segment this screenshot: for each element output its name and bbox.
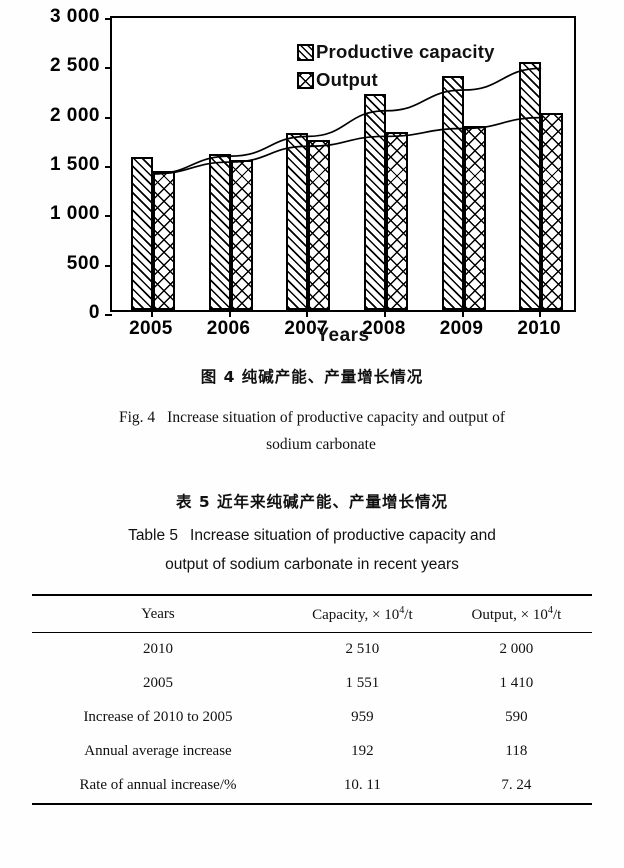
table-row: Annual average increase 192 118 — [32, 735, 592, 769]
figure-caption-label: Fig. 4 — [118, 409, 156, 426]
figure-caption-line1: Increase situation of productive capacit… — [167, 409, 506, 426]
bar-productive-capacity — [519, 62, 542, 310]
cell-output: 7. 24 — [440, 768, 592, 805]
bar-output — [308, 140, 331, 310]
x-tick-mark — [461, 310, 464, 317]
y-tick-label: 0 — [88, 302, 100, 323]
y-tick-label: 3 000 — [49, 6, 100, 27]
cell-capacity: 959 — [351, 709, 374, 726]
y-tick-mark — [105, 116, 112, 119]
x-tick-mark — [150, 310, 153, 317]
table-caption-line2: output of sodium carbonate in recent yea… — [165, 555, 459, 573]
cell-output: 1 410 — [499, 675, 534, 692]
legend-item-label: Output — [316, 68, 378, 90]
row-label: 2005 — [143, 675, 173, 692]
row-label: Annual average increase — [84, 743, 232, 760]
y-tick-label: 2 000 — [49, 104, 100, 126]
x-tick-label: 2005 — [129, 318, 173, 339]
y-tick-mark — [105, 215, 112, 218]
x-tick-mark — [228, 310, 231, 317]
y-tick-label: 1 000 — [49, 203, 100, 225]
y-tick-mark — [105, 18, 112, 20]
bar-group — [208, 18, 253, 310]
table-5-data: Years Capacity, × 104/t Output, × 104/t … — [32, 593, 592, 805]
x-tick-label: 2006 — [206, 318, 251, 339]
x-tick-label: 2010 — [517, 318, 561, 339]
x-tick-mark — [539, 310, 542, 317]
table-caption-chinese: 表 5 近年来纯碱产能、产量增长情况 — [175, 493, 449, 512]
bar-productive-capacity — [130, 156, 153, 310]
y-tick-mark — [105, 166, 112, 168]
bar-productive-capacity — [208, 154, 231, 310]
figure-caption-chinese: 图 4 纯碱产能、产量增长情况 — [200, 368, 424, 386]
cell-capacity: 10. 11 — [284, 768, 441, 805]
bar-group — [519, 18, 564, 310]
table-caption-label: Table 5 — [128, 527, 179, 545]
legend-item-label: Productive capacity — [316, 40, 495, 62]
bar-group — [363, 18, 408, 310]
bar-group — [130, 18, 175, 310]
cross-hatch-swatch — [297, 71, 314, 89]
productive-capacity-trend — [152, 67, 542, 175]
row-label: Increase of 2010 to 2005 — [83, 709, 233, 726]
chart-legend: Productive capacity Output — [297, 39, 495, 95]
bar-output — [385, 132, 408, 310]
x-tick-mark — [306, 310, 309, 317]
x-tick-label: 2008 — [362, 318, 406, 339]
cell-capacity: 1 551 — [345, 675, 380, 692]
y-tick-mark — [105, 264, 112, 267]
cell-output: 118 — [505, 743, 528, 760]
table-caption-english: Table 5 Increase situation of productive … — [0, 522, 624, 579]
bar-output — [463, 125, 486, 310]
table-row: 2010 2 510 2 000 — [32, 632, 592, 667]
table-header-row: Years Capacity, × 104/t Output, × 104/t — [32, 593, 592, 633]
bar-output — [541, 112, 564, 310]
table-row: Increase of 2010 to 2005 959 590 — [32, 701, 592, 735]
bar-output — [152, 170, 175, 310]
unit-exponent: 4 — [399, 604, 405, 616]
diagonal-hatch-swatch — [297, 43, 314, 61]
figure-caption-line2: sodium carbonate — [266, 436, 376, 454]
unit-exponent: 4 — [547, 604, 553, 616]
cell-output: 2 000 — [499, 641, 534, 658]
trend-lines — [152, 67, 542, 175]
y-tick-label: 1 500 — [49, 154, 100, 175]
x-axis-title: Years — [316, 325, 370, 346]
row-label: 2010 — [143, 641, 173, 658]
y-tick-mark — [105, 314, 112, 316]
cell-output: 590 — [505, 709, 528, 726]
y-tick-mark — [105, 67, 112, 70]
figure-caption-english: Fig. 4 Increase situation of productive c… — [0, 404, 624, 458]
row-label: Rate of annual increase/% — [32, 768, 284, 805]
column-header-years: Years — [32, 593, 284, 633]
bar-group — [286, 18, 331, 310]
bar-output — [230, 159, 253, 310]
cell-capacity: 2 510 — [345, 641, 380, 658]
legend-item: Output — [297, 67, 495, 93]
chart-plot-area: 3 000 2 500 2 000 1 500 1 000 500 0 2005 2006 20… — [50, 6, 576, 339]
y-tick-label: 2 500 — [49, 55, 100, 77]
x-tick-label: 2007 — [284, 318, 328, 339]
legend-item: Productive capacity — [297, 39, 495, 65]
table-body: 2010 2 510 2 000 2005 1 551 1 410 Increase of … — [32, 632, 592, 805]
figure-4-chart: 3 000 2 500 2 000 1 500 1 000 500 0 2005 2006 20… — [0, 0, 624, 346]
table-row: Rate of annual increase/% 10. 11 7. 24 — [32, 768, 592, 805]
bar-groups — [112, 18, 574, 310]
x-tick-mark — [383, 310, 386, 317]
bar-group — [441, 18, 486, 310]
table-row: 2005 1 551 1 410 — [32, 667, 592, 701]
bar-productive-capacity — [441, 76, 464, 310]
x-tick-label: 2009 — [439, 318, 484, 339]
cell-capacity: 192 — [351, 743, 374, 760]
bar-productive-capacity — [363, 93, 386, 310]
column-header-capacity: Capacity, × 104/t — [284, 593, 441, 633]
bar-productive-capacity — [286, 133, 309, 310]
table-caption-line1: Increase situation of productive capacit… — [190, 527, 496, 545]
column-header-output: Output, × 104/t — [440, 593, 592, 633]
y-tick-label: 500 — [66, 252, 100, 274]
output-trend — [152, 116, 542, 175]
